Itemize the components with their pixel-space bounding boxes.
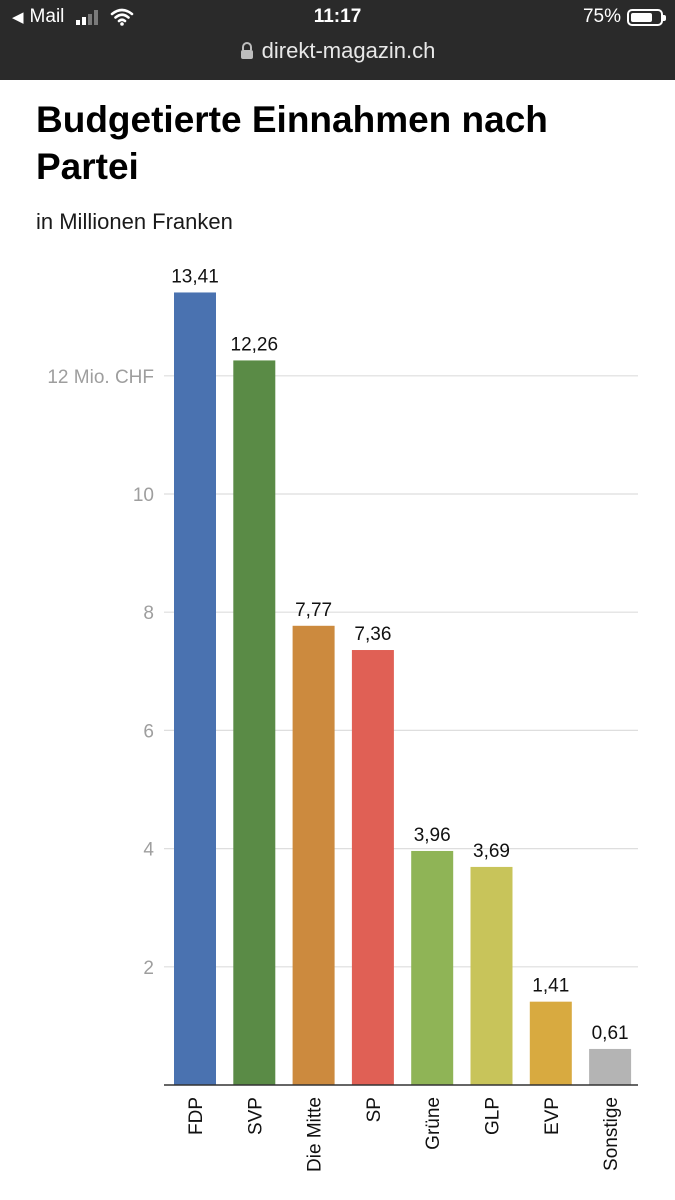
bar bbox=[529, 1001, 572, 1085]
battery-percent: 75% bbox=[582, 6, 621, 27]
value-label: 3,96 bbox=[414, 825, 451, 846]
value-label: 13,41 bbox=[171, 266, 219, 287]
y-tick-label: 12 Mio. CHF bbox=[47, 367, 154, 388]
chart-title: Budgetierte Einnahmen nach Partei bbox=[36, 99, 548, 187]
value-label: 7,36 bbox=[354, 624, 391, 645]
back-to-mail-button[interactable]: ◀ Mail bbox=[12, 6, 134, 28]
category-label: SP bbox=[364, 1097, 385, 1122]
url-text: direkt-magazin.ch bbox=[261, 38, 436, 63]
ios-status-and-address-bar: ◀ Mail 11:17 75% direkt-magazin.ch bbox=[0, 0, 675, 80]
y-tick-label: 8 bbox=[143, 603, 154, 624]
bar bbox=[470, 866, 513, 1085]
value-label: 3,69 bbox=[473, 841, 510, 862]
value-label: 0,61 bbox=[592, 1023, 629, 1044]
back-arrow-icon: ◀ bbox=[12, 9, 24, 26]
y-tick-label: 2 bbox=[143, 958, 154, 979]
lock-icon bbox=[240, 42, 253, 59]
y-tick-label: 6 bbox=[143, 721, 154, 742]
category-label: FDP bbox=[186, 1097, 207, 1135]
bar-chart: 2 4 6 8 10 12 Mio. CHF 13,41 FDP 12,26 SVP 7,77 Die… bbox=[47, 266, 638, 1172]
category-label: Sonstige bbox=[601, 1097, 622, 1171]
value-label: 7,77 bbox=[295, 600, 332, 621]
bar bbox=[589, 1048, 632, 1085]
battery-icon bbox=[627, 8, 666, 26]
bar bbox=[351, 650, 394, 1085]
bar bbox=[174, 292, 216, 1085]
battery-status: 75% bbox=[582, 6, 666, 28]
value-label: 12,26 bbox=[231, 334, 279, 355]
bar bbox=[292, 625, 335, 1085]
bar bbox=[411, 850, 454, 1085]
wifi-icon bbox=[111, 8, 134, 26]
y-tick-label: 10 bbox=[133, 485, 154, 506]
status-bar: ◀ Mail 11:17 75% bbox=[0, 6, 675, 32]
category-label: SVP bbox=[245, 1097, 266, 1135]
back-app-label: Mail bbox=[29, 6, 65, 27]
bar bbox=[233, 360, 276, 1086]
clock: 11:17 bbox=[313, 6, 362, 27]
cellular-signal-icon bbox=[76, 9, 99, 25]
category-label: EVP bbox=[542, 1097, 563, 1135]
category-label: GLP bbox=[483, 1097, 504, 1135]
value-label: 1,41 bbox=[532, 976, 569, 997]
address-bar[interactable]: direkt-magazin.ch bbox=[0, 38, 675, 64]
category-label: Grüne bbox=[423, 1097, 444, 1150]
y-tick-label: 4 bbox=[143, 840, 154, 861]
chart-subtitle: in Millionen Franken bbox=[36, 209, 233, 234]
category-label: Die Mitte bbox=[305, 1097, 326, 1172]
